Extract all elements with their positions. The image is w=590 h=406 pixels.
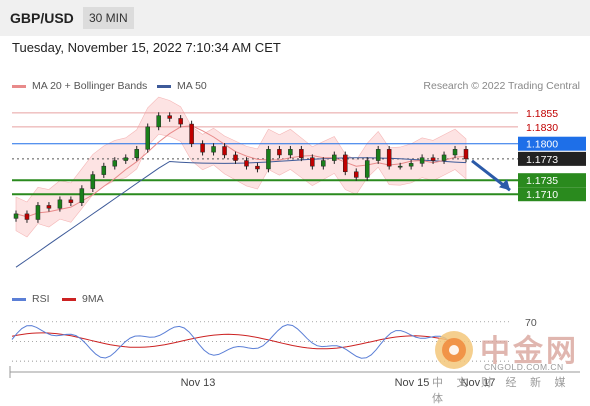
candle-body: [24, 213, 30, 220]
candle-body: [441, 154, 447, 161]
level-label-1.1855: 1.1855: [526, 108, 558, 120]
rsi-ma-line: [11, 332, 451, 350]
candle-body: [364, 160, 370, 178]
candle-body: [123, 157, 129, 161]
watermark: 中金网 CNGOLD.COM.CN 中 文 财 经 新 媒 体: [432, 326, 582, 405]
candle-body: [145, 126, 150, 150]
research-credit: Research © 2022 Trading Central: [423, 80, 580, 92]
symbol-label: GBP/USD: [10, 10, 74, 26]
candle-body: [68, 199, 74, 203]
candle-body: [57, 199, 63, 209]
candle-body: [134, 149, 139, 158]
ma9-swatch: [62, 297, 76, 301]
level-label-1.1830: 1.1830: [526, 122, 558, 134]
watermark-logo-icon: [435, 331, 473, 369]
candle-body: [299, 149, 304, 158]
candle-body: [46, 205, 52, 209]
candle-body: [101, 165, 107, 175]
watermark-text: 中金网: [480, 334, 579, 369]
watermark-subtitle: 中 文 财 经 新 媒 体: [432, 376, 571, 405]
candle-body: [430, 157, 436, 161]
rsi-label: RSI: [32, 293, 50, 305]
candle-body: [332, 154, 337, 161]
candle-body: [167, 115, 172, 119]
ma20-label: MA 20 + Bollinger Bands: [32, 80, 148, 92]
candle-body: [200, 143, 205, 153]
candle-body: [386, 149, 392, 167]
candle-body: [178, 118, 183, 125]
datetime-label: Tuesday, November 15, 2022 7:10:34 AM CE…: [12, 40, 281, 55]
candle-body: [35, 205, 41, 220]
candle-body: [233, 154, 238, 161]
ma50-swatch: [157, 84, 171, 88]
level-tag-1.1710: [518, 187, 586, 202]
rsi-level-label: 70: [525, 317, 537, 329]
x-tick-label: Nov 15: [395, 377, 430, 389]
candle-body: [397, 165, 403, 168]
rsi-line: [11, 324, 451, 359]
ma20-swatch: [12, 84, 26, 88]
level-label-1.1800: 1.1800: [526, 139, 558, 151]
candle-body: [156, 115, 161, 128]
candle-body: [288, 149, 293, 156]
candle-body: [255, 165, 260, 170]
header-bar: GBP/USD 30 MIN: [0, 0, 590, 36]
level-label-1.1710: 1.1710: [526, 189, 558, 201]
candle-body: [353, 171, 359, 178]
candle-body: [343, 154, 348, 173]
ma9-label: 9MA: [82, 293, 104, 305]
candle-body: [222, 146, 227, 156]
level-label-1.1735: 1.1735: [526, 175, 558, 187]
level-label-1.1773: 1.1773: [526, 154, 558, 166]
candle-body: [90, 174, 96, 189]
level-tag-1.1800: [518, 136, 586, 151]
candle-body: [189, 123, 194, 144]
candle-body: [112, 160, 118, 167]
candle-body: [244, 160, 249, 167]
candle-body: [321, 160, 326, 167]
legend-ma50: MA 50: [157, 80, 207, 92]
rsi-swatch: [12, 297, 26, 301]
candle-body: [211, 146, 216, 153]
candle-body: [266, 149, 271, 170]
candle-body: [463, 149, 469, 160]
x-tick-label: Nov 17: [461, 377, 496, 389]
candle-body: [79, 188, 85, 203]
bollinger-band: [15, 96, 467, 238]
forecast-arrow-head: [499, 179, 510, 191]
candle-body: [419, 157, 425, 164]
candle-body: [408, 163, 414, 167]
candle-body: [310, 157, 315, 167]
watermark-domain: CNGOLD.COM.CN: [484, 362, 564, 372]
candle-body: [13, 213, 19, 219]
candle-body: [452, 149, 458, 156]
level-tag-1.1773: [518, 151, 586, 166]
timeframe-button[interactable]: 30 MIN: [83, 7, 134, 29]
legend-9ma: 9MA: [62, 293, 104, 305]
x-tick-label: Nov 13: [181, 377, 216, 389]
legend-rsi: RSI: [12, 293, 50, 305]
candle-body: [277, 149, 282, 156]
ma50-label: MA 50: [177, 80, 207, 92]
candle-body: [375, 149, 381, 161]
legend-ma20: MA 20 + Bollinger Bands: [12, 80, 147, 92]
level-tag-1.1735: [518, 173, 586, 188]
